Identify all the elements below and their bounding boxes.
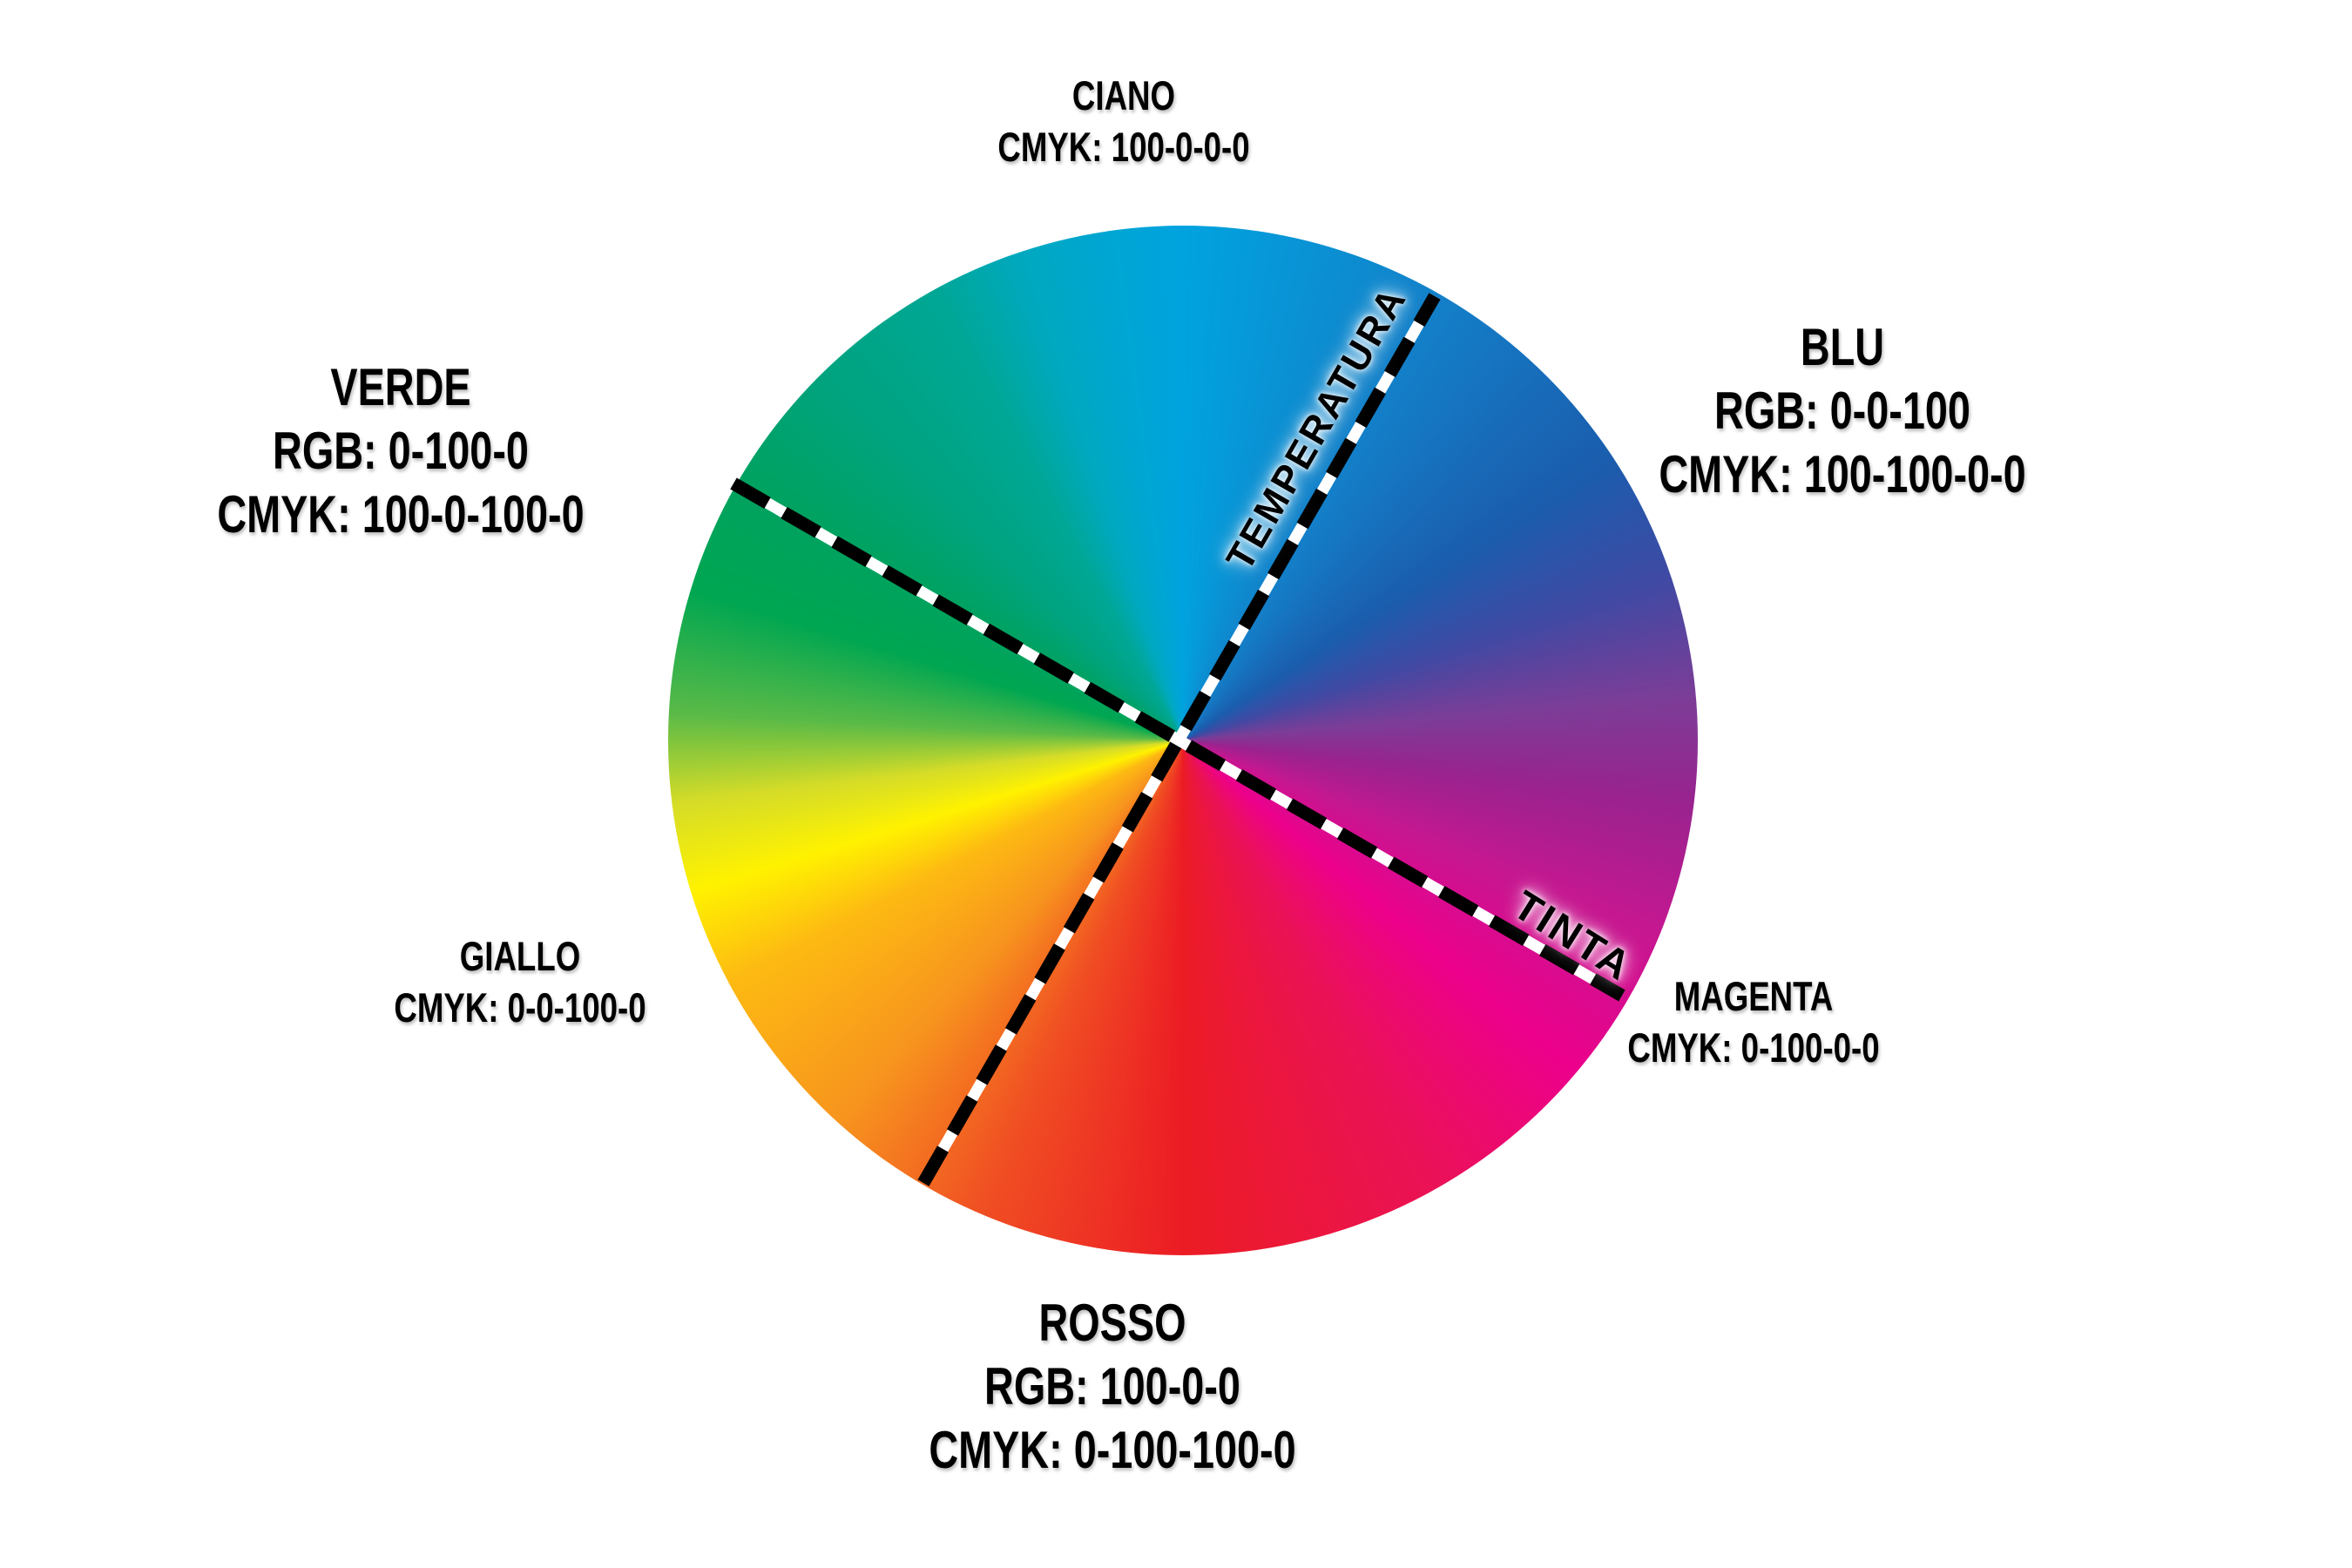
magenta-name: MAGENTA — [1673, 973, 1834, 1019]
rosso-name: ROSSO — [1038, 1294, 1186, 1352]
rosso-label: ROSSO RGB: 100-0-0 CMYK: 0-100-100-0 — [764, 1291, 1461, 1482]
verde-label: VERDE RGB: 0-100-0 CMYK: 100-0-100-0 — [52, 355, 749, 546]
magenta-cmyk: CMYK: 0-100-0-0 — [1627, 1024, 1880, 1071]
giallo-name: GIALLO — [459, 933, 581, 979]
blu-name: BLU — [1800, 318, 1885, 376]
rosso-cmyk: CMYK: 0-100-100-0 — [929, 1421, 1296, 1479]
ciano-label: CIANO CMYK: 100-0-0-0 — [775, 70, 1472, 172]
rosso-rgb: RGB: 100-0-0 — [984, 1357, 1240, 1416]
giallo-label: GIALLO CMYK: 0-0-100-0 — [172, 930, 868, 1033]
verde-name: VERDE — [330, 358, 471, 416]
blu-cmyk: CMYK: 100-100-0-0 — [1659, 445, 2026, 504]
blu-rgb: RGB: 0-0-100 — [1714, 382, 1970, 440]
blu-label: BLU RGB: 0-0-100 CMYK: 100-100-0-0 — [1494, 315, 2191, 506]
magenta-label: MAGENTA CMYK: 0-100-0-0 — [1405, 970, 2102, 1073]
verde-cmyk: CMYK: 100-0-100-0 — [217, 485, 585, 544]
giallo-cmyk: CMYK: 0-0-100-0 — [394, 984, 646, 1031]
ciano-cmyk: CMYK: 100-0-0-0 — [997, 124, 1250, 170]
ciano-name: CIANO — [1071, 72, 1176, 118]
verde-rgb: RGB: 0-100-0 — [273, 422, 529, 480]
